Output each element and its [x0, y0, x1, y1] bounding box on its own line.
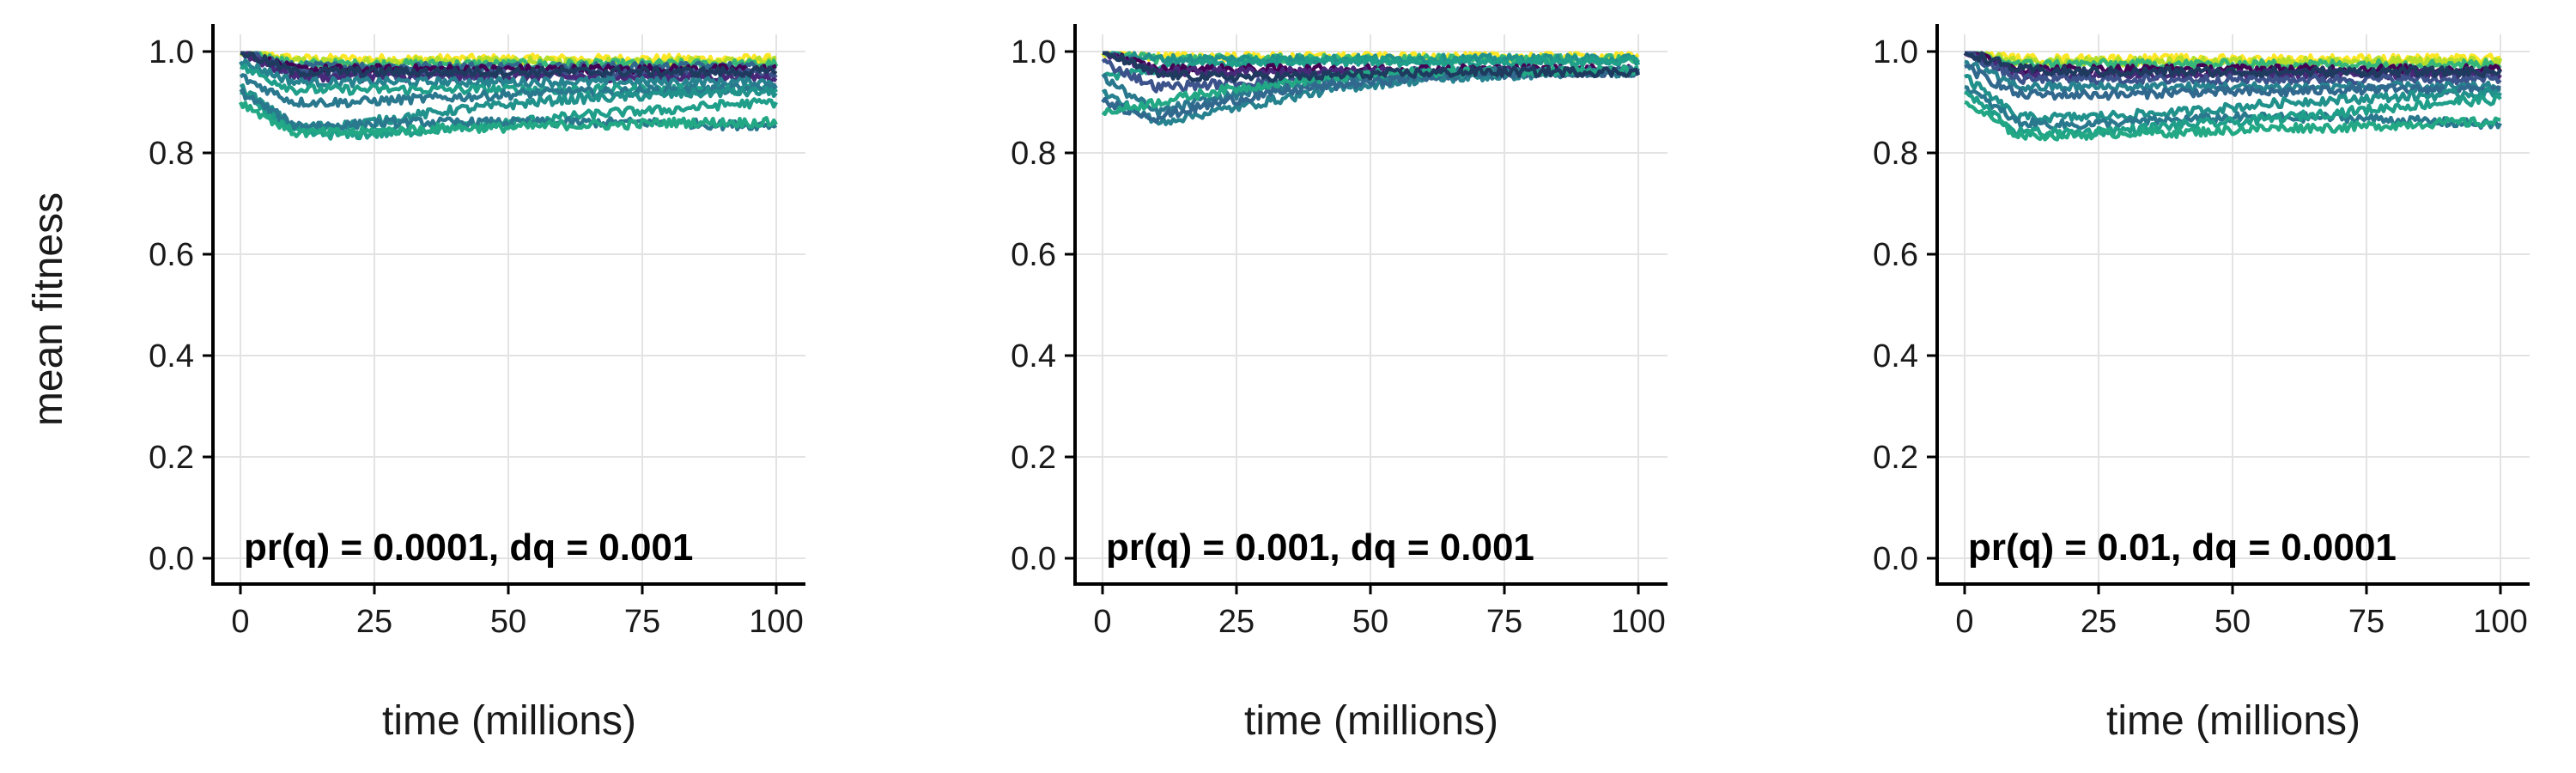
y-tick-label: 0.2 — [1011, 440, 1056, 476]
series-line — [1101, 55, 1641, 81]
x-tick-label: 25 — [356, 604, 392, 640]
series-line — [239, 73, 778, 109]
x-tick-label: 75 — [1486, 604, 1522, 640]
y-axis-title: mean fitness — [26, 192, 71, 426]
x-tick-label: 50 — [490, 604, 526, 640]
panels: 0.0 0.2 0.4 0.6 0.8 1.0 0 25 50 75 100 time (millio… — [26, 24, 2530, 744]
panel-left: 0.0 0.2 0.4 0.6 0.8 1.0 0 25 50 75 100 time (millio… — [26, 24, 805, 744]
y-tick-label: 0.8 — [149, 136, 194, 172]
y-tick-label: 0.6 — [1873, 237, 1918, 273]
y-tick-label: 0.2 — [149, 440, 194, 476]
y-tick-label: 0.0 — [1873, 541, 1918, 577]
x-tick-label: 100 — [1611, 604, 1665, 640]
y-tick-label: 0.0 — [149, 541, 194, 577]
y-tick-label: 0.6 — [1011, 237, 1056, 273]
series-line — [240, 51, 778, 79]
x-axis-title: time (millions) — [1244, 698, 1498, 744]
y-tick-label: 0.8 — [1011, 136, 1056, 172]
series-line — [239, 58, 777, 88]
x-tick-label: 100 — [749, 604, 803, 640]
y-tick-label: 1.0 — [1011, 34, 1056, 70]
x-tick-label: 25 — [2081, 604, 2117, 640]
panel-middle: 0.0 0.2 0.4 0.6 0.8 1.0 0 25 50 75 100 time (millio… — [1011, 24, 1668, 744]
series-line — [1964, 51, 2502, 79]
y-tick-label: 0.4 — [149, 338, 194, 374]
x-tick-label: 0 — [1955, 604, 1973, 640]
y-tick-label: 0.4 — [1011, 338, 1056, 374]
x-axis-title: time (millions) — [382, 698, 636, 744]
y-tick-label: 0.4 — [1873, 338, 1918, 374]
x-tick-label: 50 — [1352, 604, 1388, 640]
panel-annotation: pr(q) = 0.01, dq = 0.0001 — [1968, 526, 2397, 569]
x-tick-label: 0 — [1093, 604, 1111, 640]
x-tick-label: 0 — [231, 604, 249, 640]
series-group — [238, 51, 779, 141]
series-line — [1964, 59, 2501, 94]
series-line — [1964, 90, 2502, 139]
panel-annotation: pr(q) = 0.0001, dq = 0.001 — [244, 526, 693, 569]
series-line — [240, 51, 777, 66]
x-tick-label: 50 — [2215, 604, 2251, 640]
series-group — [1101, 51, 1641, 126]
y-tick-label: 0.0 — [1011, 541, 1056, 577]
series-line — [240, 51, 777, 74]
series-line — [1964, 73, 2502, 124]
y-tick-label: 1.0 — [1873, 34, 1918, 70]
x-tick-label: 100 — [2473, 604, 2527, 640]
series-line — [1964, 100, 2501, 142]
x-tick-label: 25 — [1218, 604, 1255, 640]
x-axis-title: time (millions) — [2106, 698, 2360, 744]
y-tick-label: 0.6 — [149, 237, 194, 273]
series-line — [240, 51, 778, 84]
x-tick-label: 75 — [624, 604, 660, 640]
panel-right: 0.0 0.2 0.4 0.6 0.8 1.0 0 25 50 75 100 time (millio… — [1873, 24, 2530, 744]
series-group — [1963, 51, 2503, 142]
x-tick-label: 75 — [2348, 604, 2385, 640]
y-tick-label: 1.0 — [149, 34, 194, 70]
series-line — [1965, 51, 2502, 86]
y-tick-label: 0.2 — [1873, 440, 1918, 476]
series-line — [238, 100, 778, 138]
series-line — [1103, 51, 1641, 83]
panel-annotation: pr(q) = 0.001, dq = 0.001 — [1106, 526, 1534, 569]
y-tick-label: 0.8 — [1873, 136, 1918, 172]
